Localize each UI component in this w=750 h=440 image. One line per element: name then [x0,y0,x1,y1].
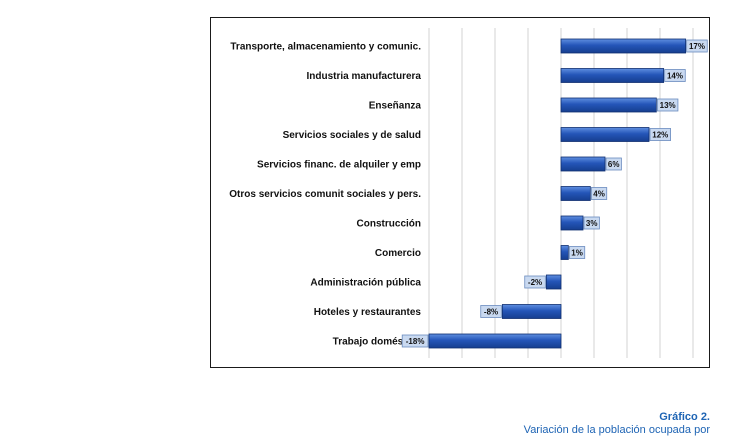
category-label: Comercio [375,248,421,259]
data-label: 3% [586,219,598,228]
data-label: 12% [652,131,668,140]
data-label-box [583,216,600,230]
category-label: Hoteles y restaurantes [314,307,422,318]
bars [428,38,687,349]
data-label-box [686,39,708,53]
data-label-box [664,69,686,82]
bar [560,245,569,260]
category-label: Servicios sociales y de salud [283,130,421,141]
category-label: Enseñanza [369,101,422,112]
category-label: Trabajo doméstico [333,337,421,348]
data-labels: 17% 14% 13% 12% 6% 4% 3% 1% -2% -8% -18% [401,39,708,348]
bar [560,156,606,172]
bar [545,274,562,290]
data-label: 13% [660,101,676,110]
figure-caption: Gráfico 2. Variación de la población ocu… [524,411,710,437]
caption-title: Gráfico 2. [659,411,710,423]
bar [560,97,657,113]
bar-chart: Transporte, almacenamiento y comunic. Ind… [229,28,708,358]
bar [560,68,665,83]
data-label-box [605,157,622,171]
chart-frame: Transporte, almacenamiento y comunic. Ind… [210,17,710,368]
bar [560,186,591,201]
category-labels: Transporte, almacenamiento y comunic. Ind… [229,42,421,348]
data-label: 14% [667,72,683,81]
bar [560,215,584,231]
category-label: Servicios financ. de alquiler y emp [257,160,421,171]
bar [428,333,562,349]
bar [560,38,687,54]
data-label-box [656,98,679,112]
data-label: 6% [608,160,620,169]
data-label-box [401,334,429,348]
category-label: Transporte, almacenamiento y comunic. [230,42,421,53]
data-label: 4% [593,190,605,199]
data-label-box [480,305,502,318]
category-label: Otros servicios comunit sociales y pers. [229,189,421,200]
data-label: -2% [528,278,542,287]
data-label: -8% [484,308,498,317]
caption-text: Variación de la población ocupada por [523,424,710,436]
data-label-box [524,275,546,289]
data-label: 17% [689,42,705,51]
data-label-box [590,187,608,200]
bar [501,304,562,319]
category-label: Construcción [357,219,421,230]
data-label: -18% [406,337,425,346]
data-label-box [568,246,586,259]
data-label: 1% [571,249,583,258]
category-label: Industria manufacturera [307,71,422,82]
category-label: Administración pública [310,278,421,289]
bar [560,127,650,142]
data-label-box [649,128,672,141]
